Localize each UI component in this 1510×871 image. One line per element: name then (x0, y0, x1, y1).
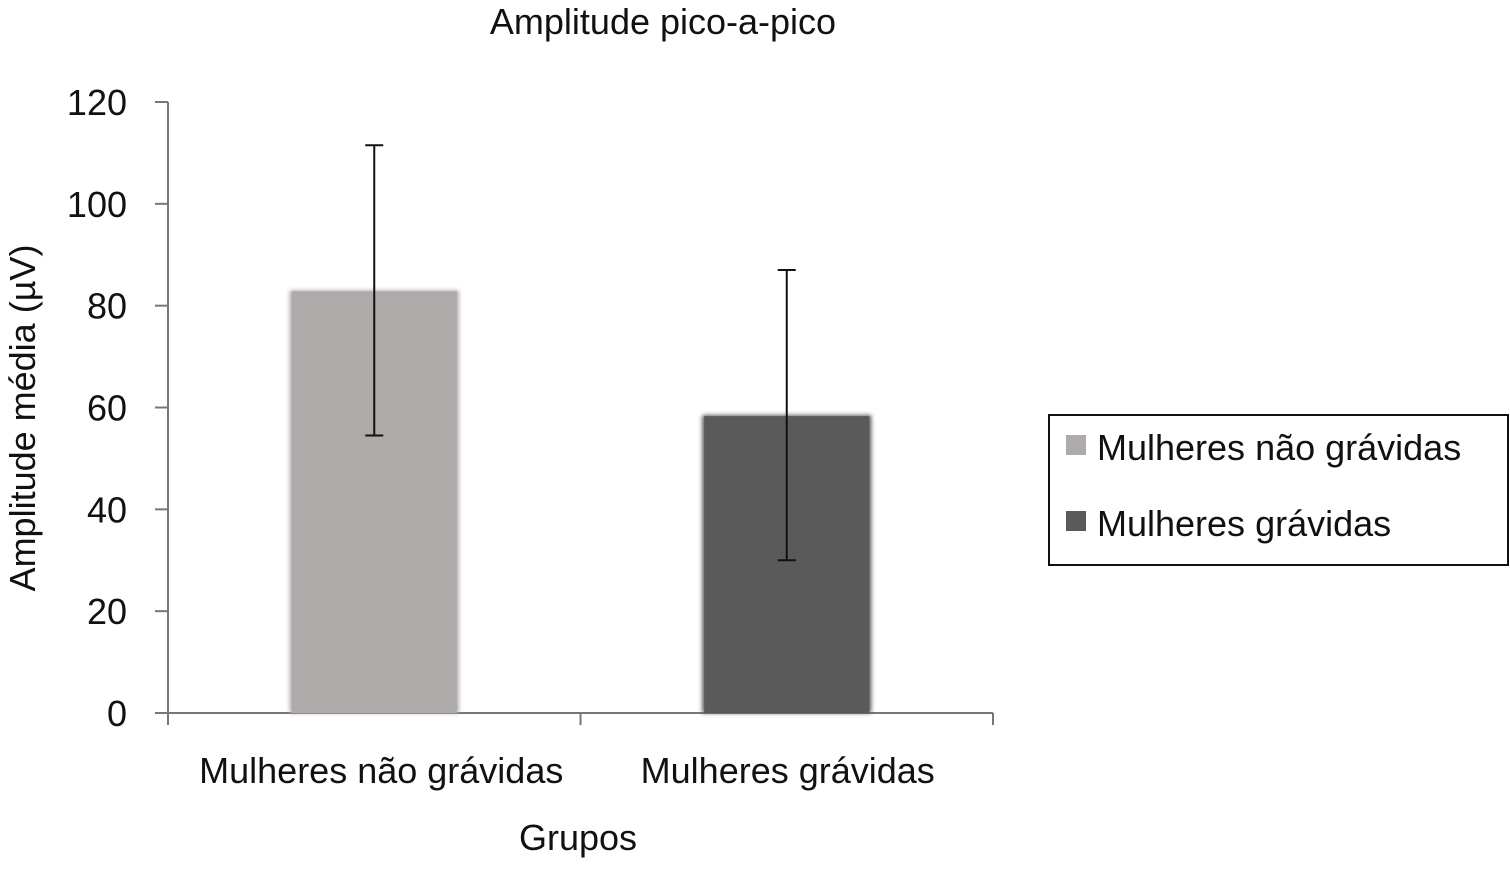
y-tick-label: 100 (67, 184, 127, 225)
bars (289, 290, 872, 713)
y-tick-label: 20 (87, 591, 127, 632)
chart-title: Amplitude pico-a-pico (490, 1, 836, 42)
y-ticks: 0 20 40 60 80 100 120 (67, 82, 168, 734)
y-axis-label: Amplitude média (µV) (2, 245, 43, 592)
y-tick-label: 0 (107, 693, 127, 734)
y-tick-label: 80 (87, 286, 127, 327)
x-tick-label: Mulheres não grávidas (199, 750, 563, 791)
legend-entries: Mulheres não grávidas Mulheres grávidas (1066, 427, 1461, 544)
x-ticks (167, 713, 994, 725)
legend-box (1048, 414, 1509, 566)
x-tick-label: Mulheres grávidas (641, 750, 935, 791)
y-tick-label: 60 (87, 388, 127, 429)
legend-label: Mulheres grávidas (1097, 503, 1391, 544)
x-axis-label: Grupos (519, 817, 637, 858)
legend-swatch (1066, 435, 1086, 455)
y-tick-label: 120 (67, 82, 127, 123)
error-bars (365, 144, 796, 562)
y-tick-label: 40 (87, 489, 127, 530)
x-tick-labels: Mulheres não grávidas Mulheres grávidas (199, 750, 935, 791)
legend-label: Mulheres não grávidas (1097, 427, 1461, 468)
legend-swatch (1066, 511, 1086, 531)
legend: Mulheres não grávidas Mulheres grávidas (1048, 414, 1509, 566)
